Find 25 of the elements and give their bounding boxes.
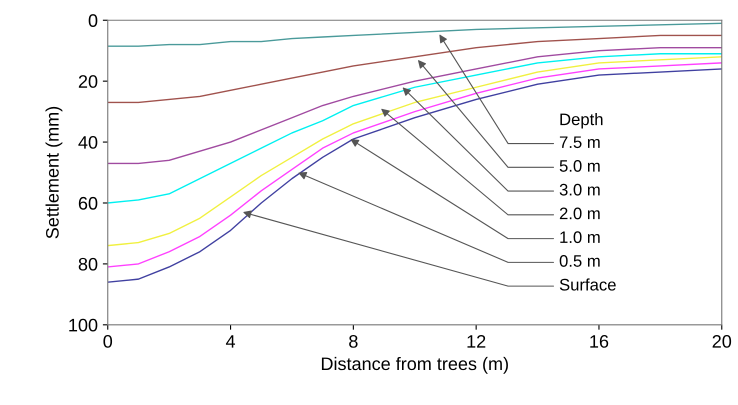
- x-tick-label: 4: [226, 335, 236, 348]
- y-axis-title: Settlement (mm): [46, 106, 62, 238]
- line-series: [108, 34, 722, 104]
- annotation: 1.0 m: [560, 231, 600, 244]
- annotation: Surface: [560, 278, 616, 291]
- x-axis-title: Distance from trees (m): [322, 356, 508, 374]
- annotation: 0.5 m: [560, 255, 600, 267]
- annotation: 2.0 m: [560, 208, 600, 220]
- y-tick-label: 40: [78, 136, 98, 149]
- x-tick-label: 0: [103, 335, 112, 348]
- line-series: [108, 22, 722, 47]
- y-tick-label: 100: [69, 318, 98, 332]
- annotation: 5.0 m: [560, 160, 600, 172]
- line-series: [108, 53, 722, 204]
- annotation: 3.0 m: [560, 184, 600, 196]
- legend-title: Depth: [560, 112, 602, 129]
- x-tick-label: 16: [590, 335, 608, 348]
- y-tick-label: 0: [88, 14, 98, 27]
- x-tick-label: 20: [712, 335, 732, 348]
- x-tick-label: 8: [349, 335, 358, 348]
- y-tick-label: 80: [78, 258, 98, 271]
- y-tick-label: 20: [78, 75, 98, 88]
- x-tick-label: 12: [467, 335, 486, 348]
- y-tick-label: 60: [78, 196, 98, 210]
- annotation: 7.5 m: [560, 136, 600, 148]
